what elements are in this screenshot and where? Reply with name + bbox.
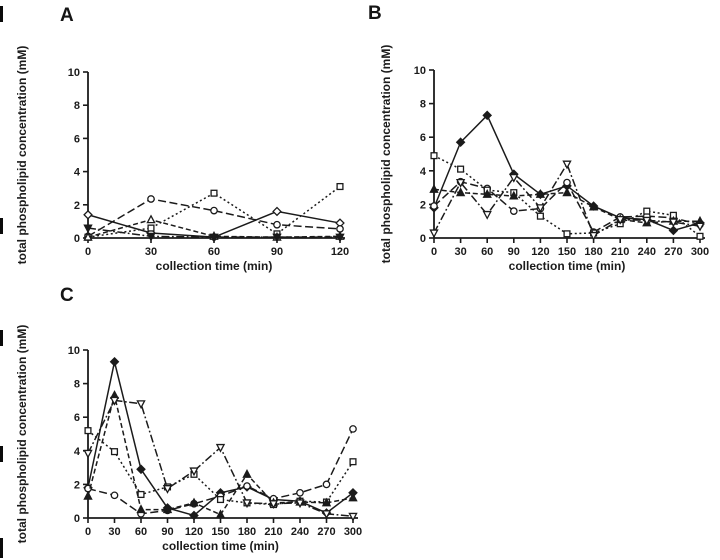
panel-b-chart: 0 2 4 6 8 10 0 30 60 90 120 150 180 210 240 270 300 colle…: [360, 0, 720, 280]
svg-text:270: 270: [664, 246, 682, 258]
svg-text:4: 4: [74, 167, 81, 179]
panel-c-chart: 0 2 4 6 8 10 0 30 60 90 120 150 180 210 240 270 300 colle…: [0, 280, 380, 560]
scan-artifact: [0, 218, 3, 234]
svg-text:8: 8: [74, 379, 80, 391]
svg-text:2: 2: [74, 200, 80, 212]
svg-text:150: 150: [211, 526, 229, 538]
svg-text:30: 30: [145, 246, 157, 258]
svg-text:180: 180: [584, 246, 602, 258]
svg-text:210: 210: [611, 246, 629, 258]
svg-text:0: 0: [85, 246, 91, 258]
svg-text:120: 120: [531, 246, 549, 258]
panel-c-label: C: [60, 285, 74, 306]
svg-text:240: 240: [291, 526, 309, 538]
svg-text:90: 90: [271, 246, 283, 258]
svg-text:collection time (min): collection time (min): [162, 539, 279, 553]
svg-text:10: 10: [414, 65, 426, 77]
svg-text:270: 270: [317, 526, 335, 538]
scan-artifact: [0, 446, 3, 462]
scan-artifact: [0, 330, 3, 346]
svg-text:8: 8: [74, 100, 80, 112]
svg-text:10: 10: [68, 345, 80, 357]
svg-text:0: 0: [420, 233, 426, 245]
svg-text:30: 30: [108, 526, 120, 538]
svg-text:120: 120: [331, 246, 349, 258]
svg-text:210: 210: [264, 526, 282, 538]
svg-text:30: 30: [454, 246, 466, 258]
svg-text:180: 180: [238, 526, 256, 538]
svg-text:4: 4: [74, 446, 81, 458]
scan-artifact: [0, 6, 3, 22]
svg-text:0: 0: [85, 526, 91, 538]
svg-text:60: 60: [135, 526, 147, 538]
svg-text:120: 120: [185, 526, 203, 538]
svg-text:total phospholipid concentrati: total phospholipid concentration (mM): [379, 45, 393, 264]
svg-text:total phospholipid concentrati: total phospholipid concentration (mM): [15, 46, 29, 265]
svg-text:0: 0: [74, 233, 80, 245]
svg-text:300: 300: [344, 526, 362, 538]
svg-text:collection time (min): collection time (min): [156, 259, 273, 273]
svg-text:150: 150: [558, 246, 576, 258]
svg-text:4: 4: [420, 166, 427, 178]
svg-text:90: 90: [508, 246, 520, 258]
svg-text:2: 2: [74, 479, 80, 491]
svg-text:2: 2: [420, 199, 426, 211]
svg-text:90: 90: [161, 526, 173, 538]
svg-text:6: 6: [420, 132, 426, 144]
scan-artifact: [0, 538, 3, 558]
svg-text:240: 240: [638, 246, 656, 258]
svg-text:10: 10: [68, 67, 80, 79]
svg-text:collection time (min): collection time (min): [509, 259, 626, 273]
panel-a-label: A: [60, 5, 74, 26]
svg-text:6: 6: [74, 133, 80, 145]
panel-a-chart: 0 2 4 6 8 10 0 30 60 90 120 collection time (min) to…: [0, 0, 360, 280]
svg-text:6: 6: [74, 412, 80, 424]
svg-text:0: 0: [431, 246, 437, 258]
svg-text:60: 60: [208, 246, 220, 258]
svg-text:300: 300: [691, 246, 709, 258]
svg-text:total phospholipid concentrati: total phospholipid concentration (mM): [15, 325, 29, 544]
svg-text:8: 8: [420, 99, 426, 111]
svg-text:60: 60: [481, 246, 493, 258]
svg-text:0: 0: [74, 513, 80, 525]
panel-b-label: B: [368, 3, 382, 24]
